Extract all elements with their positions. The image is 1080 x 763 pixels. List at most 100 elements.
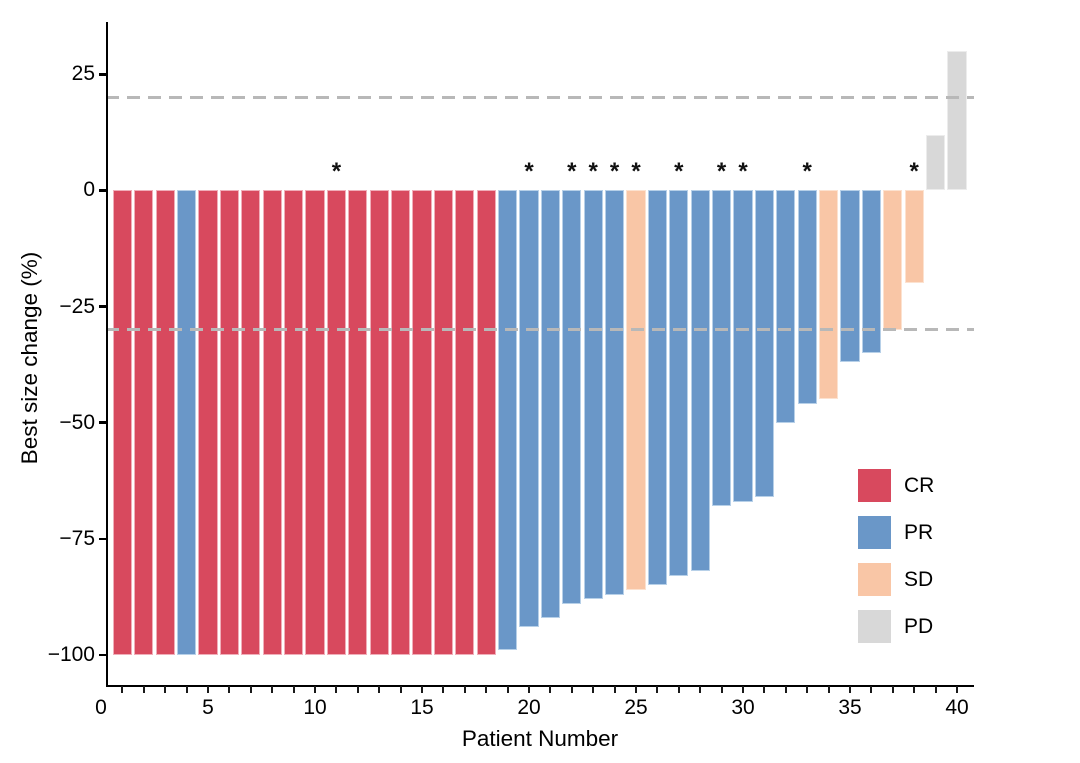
y-tick--100 [98,653,106,657]
x-tick-31 [763,686,766,693]
star-marker-patient-20: * [524,158,534,185]
y-tick-0 [98,189,106,192]
y-axis-line [105,22,108,687]
legend-swatch-pr [858,515,891,549]
bar-patient-10-cr [305,190,325,655]
x-tick-38 [913,686,916,693]
y-tick-label--25: −25 [59,294,95,318]
x-tick-26 [656,686,659,693]
x-tick-1 [121,686,124,693]
bar-patient-6-cr [219,190,240,655]
x-tick-18 [485,686,488,693]
y-tick-label--75: −75 [59,526,95,550]
y-tick--50 [98,421,106,424]
bar-patient-34-sd [818,190,839,400]
star-marker-patient-24: * [609,158,620,185]
threshold-line-20 [105,95,974,99]
x-tick-21 [549,686,552,693]
x-tick-6 [228,686,231,693]
star-marker-patient-23: * [588,158,598,185]
x-axis-title: Patient Number [461,726,619,751]
x-tick-10 [313,686,317,693]
bar-patient-17-cr [455,190,475,655]
bar-patient-8-cr [262,190,282,655]
bar-patient-3-cr [155,190,175,655]
bar-patient-28-pr [690,190,710,572]
legend-swatch-cr [858,468,891,502]
bar-patient-26-pr [647,190,668,586]
bar-patient-9-cr [283,190,304,655]
x-tick-15 [420,686,424,693]
star-marker-patient-27: * [674,158,684,185]
star-marker-patient-33: * [802,158,812,185]
x-tick-35 [848,686,852,693]
threshold-line--30 [105,328,974,332]
x-tick-9 [292,686,295,693]
x-tick-4 [185,686,188,693]
x-tick-33 [806,686,809,693]
x-tick-8 [271,686,274,693]
bar-patient-14-cr [390,190,411,655]
x-tick-12 [356,686,359,693]
y-tick-label--100: −100 [47,643,95,666]
x-tick-32 [784,686,787,693]
x-tick-2 [142,686,145,693]
star-marker-patient-22: * [567,158,577,185]
star-marker-patient-25: * [631,158,641,185]
x-tick-22 [570,686,573,693]
legend-item-cr: CR [858,468,934,502]
x-tick-11 [335,686,338,693]
x-tick-34 [827,686,830,693]
x-tick-36 [870,686,873,693]
x-tick-13 [378,686,381,693]
y-tick-label-25: 25 [71,62,95,86]
bar-patient-38-sd [904,190,924,284]
legend-item-pr: PR [858,515,933,549]
x-tick-39 [934,686,937,693]
x-tick-23 [592,686,595,693]
x-tick-14 [399,686,402,693]
legend-item-pd: PD [858,609,933,643]
bar-patient-20-pr [519,190,539,628]
y-axis-title: Best size change (%) [17,251,42,465]
star-marker-patient-38: * [909,158,919,185]
bar-patient-11-cr [326,190,347,655]
x-tick-label-30: 30 [731,696,755,719]
bar-patient-36-pr [861,190,882,353]
x-tick-label-40: 40 [945,696,969,719]
star-marker-patient-29: * [716,158,727,185]
bar-patient-22-pr [562,190,582,604]
bar-patient-23-pr [583,190,603,600]
legend-label-pr: PR [904,520,934,544]
x-tick-30 [741,686,745,693]
bar-patient-31-pr [754,190,775,498]
x-tick-7 [249,686,252,693]
x-tick-17 [463,686,466,693]
bar-patient-1-cr [112,190,133,655]
bar-patient-21-pr [540,190,561,618]
bar-patient-2-cr [134,190,154,655]
x-tick-28 [699,686,702,693]
bar-patient-12-cr [348,190,368,655]
legend-item-sd: SD [858,562,933,596]
bar-patient-13-cr [369,190,389,655]
bar-patient-32-pr [776,190,796,423]
bar-patient-16-cr [433,190,454,655]
x-tick-label-20: 20 [517,696,541,719]
x-tick-label-25: 25 [624,696,648,719]
bar-patient-30-pr [733,190,753,502]
bar-patient-4-pr [176,190,197,655]
bar-patient-24-pr [604,190,625,595]
x-tick-20 [527,686,531,693]
x-tick-label-5: 5 [202,696,214,719]
x-tick-19 [506,686,509,693]
y-tick--75 [98,537,106,541]
x-axis-line [105,684,974,687]
bar-patient-19-pr [497,190,518,651]
x-tick-3 [164,686,167,693]
bar-patient-27-pr [669,190,689,576]
bar-patient-7-cr [241,190,261,655]
x-tick-label-35: 35 [838,696,862,719]
x-tick-16 [442,686,445,693]
